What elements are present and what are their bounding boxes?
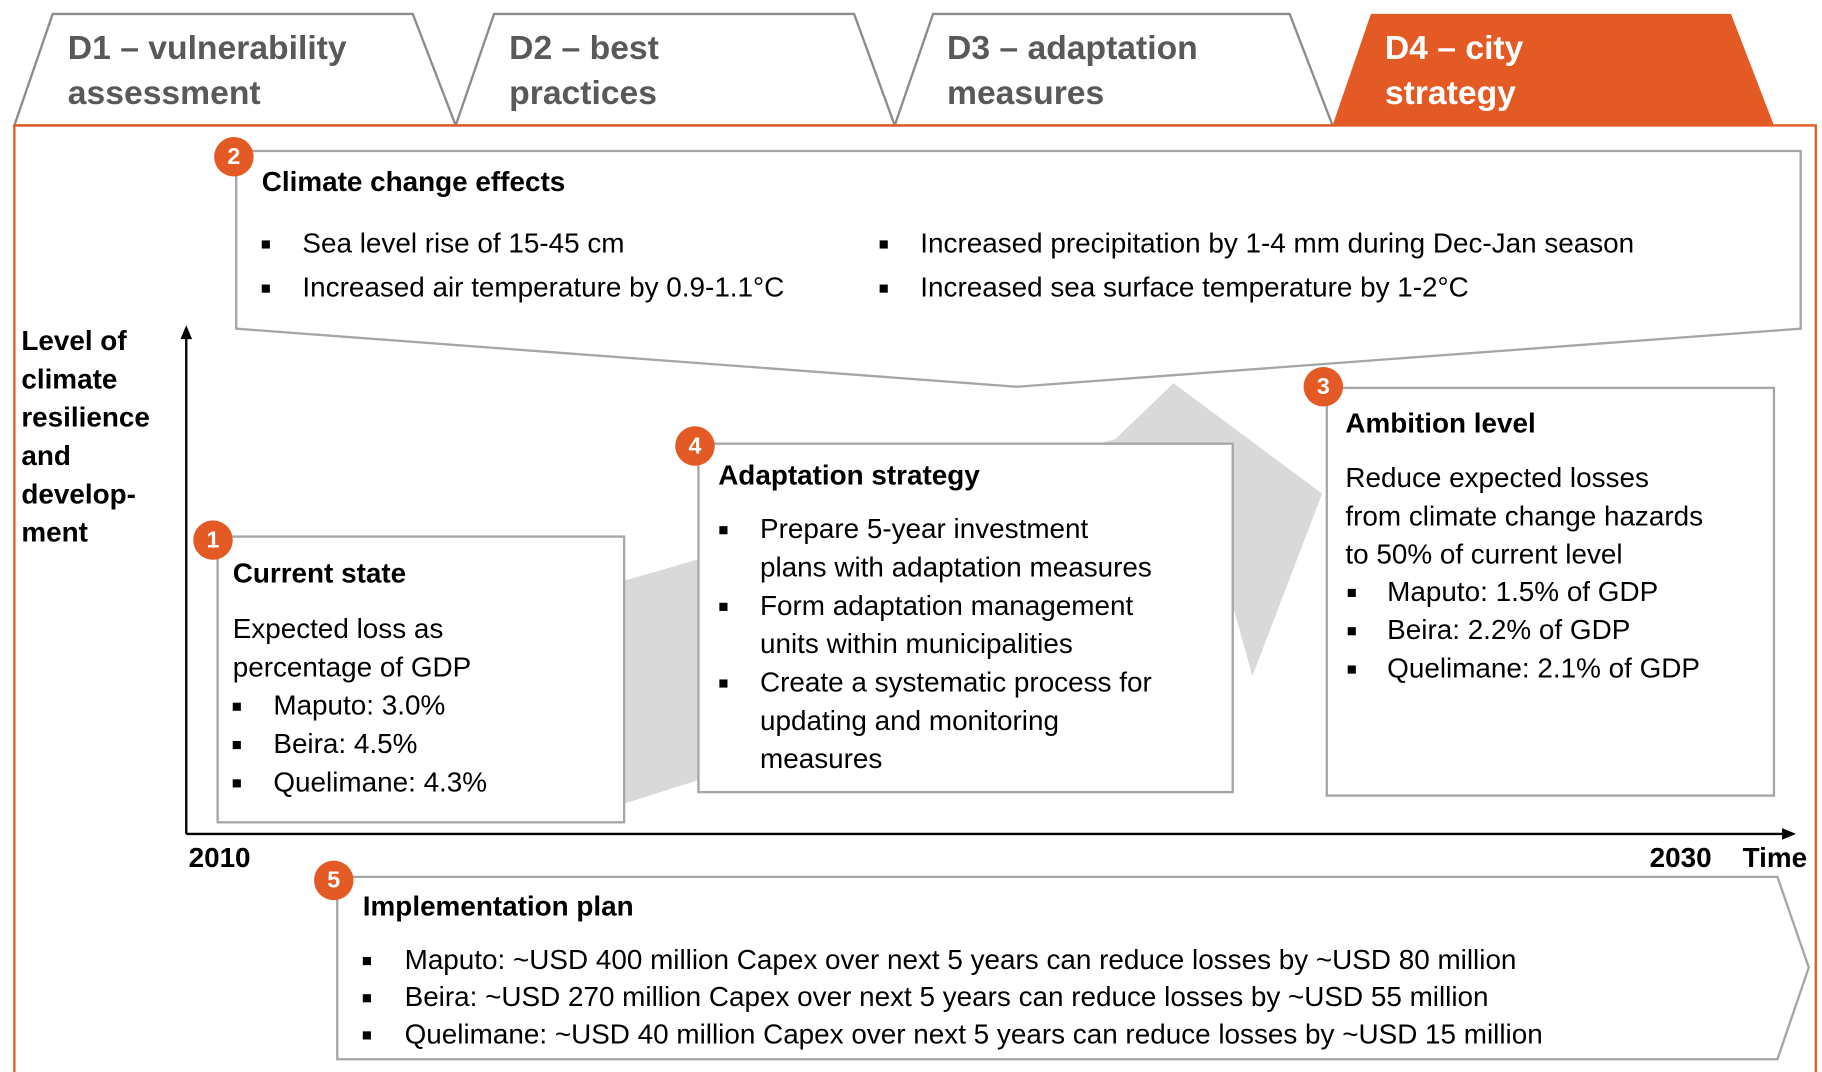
- bullet-text: Prepare 5-year investment: [760, 513, 1089, 544]
- bullet-text: Beira: 4.5%: [273, 728, 417, 759]
- tab-active: [1332, 13, 1774, 126]
- intro-text: percentage of GDP: [233, 651, 472, 682]
- bullet-text: Form adaptation management: [760, 590, 1133, 621]
- y-axis-label: climate: [21, 363, 117, 394]
- box-title: Climate change effects: [262, 166, 565, 197]
- number-badge: [214, 137, 254, 177]
- number: 2: [227, 143, 240, 169]
- number-badge: [314, 860, 354, 901]
- bullet: [261, 240, 270, 249]
- box: [1325, 386, 1776, 797]
- bullet-text: plans with adaptation measures: [760, 551, 1152, 582]
- box-title: Ambition level: [1345, 407, 1535, 438]
- arrowhead: [180, 325, 193, 340]
- bullet: [719, 602, 728, 611]
- y-axis-label: resilience: [21, 402, 150, 433]
- tab-label: D4 – city: [1385, 30, 1524, 67]
- bullet-text: measures: [760, 743, 882, 774]
- bullet-text: units within municipalities: [760, 628, 1073, 659]
- box: [697, 442, 1234, 794]
- tab-label: D3 – adaptation: [947, 30, 1198, 67]
- y-axis-label: develop-: [21, 478, 136, 509]
- bullet: [362, 1031, 371, 1040]
- number: 5: [327, 867, 340, 893]
- bullet: [362, 994, 371, 1003]
- number: 3: [1317, 373, 1330, 399]
- intro-text: Expected loss as: [233, 613, 444, 644]
- bullet-text: Increased precipitation by 1-4 mm during…: [920, 227, 1634, 258]
- intro-text: Reduce expected losses: [1345, 462, 1649, 493]
- bullet-text: Increased sea surface temperature by 1-2…: [920, 272, 1468, 303]
- tab-label: D1 – vulnerability: [68, 30, 347, 67]
- callout-box: [235, 149, 1802, 388]
- bullet: [1347, 627, 1356, 636]
- bullet-text: Maputo: 1.5% of GDP: [1387, 576, 1658, 607]
- bullet-text: Maputo: ~USD 400 million Capex over next…: [405, 944, 1517, 975]
- number-badge: [675, 426, 715, 466]
- bullet: [232, 702, 241, 711]
- tab-label: measures: [947, 75, 1104, 112]
- tab-label: assessment: [68, 75, 261, 112]
- bullet: [1347, 665, 1356, 674]
- y-axis-label: Level of: [21, 325, 127, 356]
- frame: [13, 124, 1817, 1072]
- axis-start: 2010: [189, 842, 251, 873]
- bullet-text: Quelimane: ~USD 40 million Capex over ne…: [405, 1018, 1543, 1049]
- bullet: [232, 779, 241, 788]
- intro-text: to 50% of current level: [1345, 539, 1622, 570]
- number-badge: [1303, 367, 1344, 407]
- bullet-text: Sea level rise of 15-45 cm: [302, 227, 624, 258]
- bullet-text: Quelimane: 4.3%: [273, 766, 487, 797]
- box-title: Implementation plan: [363, 891, 634, 922]
- bullet: [362, 957, 371, 966]
- tab-label: practices: [509, 75, 657, 112]
- bullet: [719, 526, 728, 535]
- y-axis-label: and: [21, 440, 71, 471]
- bullet-text: Create a systematic process for: [760, 666, 1152, 697]
- number-badge: [193, 520, 233, 560]
- bullet-text: Beira: 2.2% of GDP: [1387, 614, 1630, 645]
- tab-label: strategy: [1385, 75, 1516, 112]
- bullet: [879, 284, 888, 293]
- pentagon-box: [336, 875, 1811, 1061]
- bullet-text: Maputo: 3.0%: [273, 690, 445, 721]
- number: 1: [207, 526, 220, 552]
- box-title: Current state: [233, 557, 406, 588]
- axis-end: 2030: [1650, 842, 1712, 873]
- arrowhead: [1782, 828, 1797, 840]
- bullet-text: Quelimane: 2.1% of GDP: [1387, 653, 1700, 684]
- bullet: [1347, 588, 1356, 597]
- bullet: [879, 240, 888, 249]
- bullet-text: Beira: ~USD 270 million Capex over next …: [405, 981, 1489, 1012]
- bullet-text: updating and monitoring: [760, 705, 1059, 736]
- box: [216, 535, 626, 824]
- y-axis-label: ment: [21, 517, 88, 548]
- bullet-text: Increased air temperature by 0.9-1.1°C: [302, 272, 784, 303]
- intro-text: from climate change hazards: [1345, 500, 1703, 531]
- bullet: [232, 740, 241, 750]
- bullet: [261, 284, 270, 293]
- bullet: [719, 679, 728, 688]
- box-title: Adaptation strategy: [718, 460, 980, 491]
- axis-label: Time: [1743, 842, 1808, 873]
- tab-label: D2 – best: [509, 30, 659, 67]
- number: 4: [689, 432, 702, 458]
